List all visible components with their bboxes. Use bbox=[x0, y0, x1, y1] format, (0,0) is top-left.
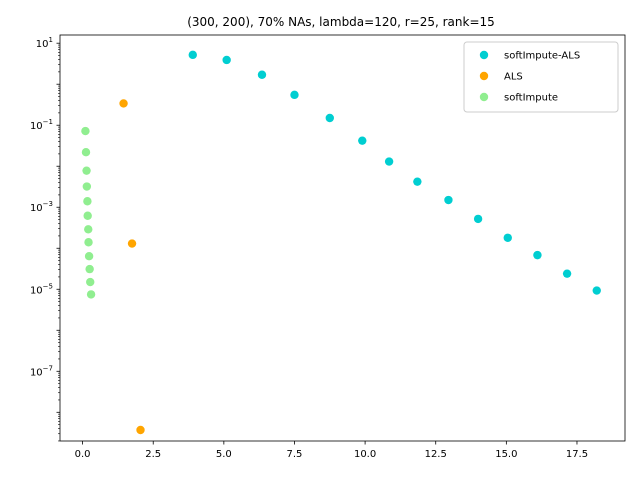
x-tick-label: 15.0 bbox=[495, 449, 517, 460]
data-point bbox=[82, 166, 91, 175]
series-softimpute bbox=[81, 126, 96, 299]
y-axis: 101 10−1 10−3 10−5 10−7 bbox=[30, 36, 60, 442]
series-als bbox=[119, 99, 145, 435]
y-tick-label: 10−3 bbox=[30, 200, 53, 214]
data-point bbox=[81, 147, 91, 157]
data-point bbox=[222, 55, 231, 65]
data-point bbox=[119, 99, 128, 108]
data-point bbox=[84, 238, 93, 247]
data-point bbox=[533, 250, 542, 260]
legend-label: softImpute bbox=[504, 93, 558, 104]
data-point bbox=[81, 126, 90, 136]
data-point bbox=[84, 252, 94, 261]
data-point bbox=[188, 50, 197, 60]
x-tick-label: 7.5 bbox=[287, 449, 303, 460]
data-point bbox=[85, 264, 94, 274]
data-point bbox=[444, 195, 453, 205]
x-tick-label: 17.5 bbox=[566, 449, 588, 460]
y-tick-label: 10−7 bbox=[30, 364, 53, 378]
x-tick-label: 5.0 bbox=[216, 449, 232, 460]
data-point bbox=[84, 225, 93, 234]
x-tick-label: 12.5 bbox=[425, 449, 447, 460]
y-tick-label: 10−1 bbox=[30, 118, 53, 132]
data-point bbox=[473, 214, 483, 224]
data-point bbox=[413, 177, 422, 186]
x-axis: 0.0 2.5 5.0 7.5 10.0 12.5 15.0 17.5 bbox=[75, 441, 588, 460]
data-point bbox=[562, 269, 572, 278]
data-point bbox=[592, 286, 601, 295]
data-point bbox=[257, 70, 267, 79]
legend-label: ALS bbox=[504, 72, 523, 83]
y-tick-label: 101 bbox=[36, 36, 53, 50]
data-point bbox=[83, 197, 92, 206]
data-point bbox=[358, 136, 367, 145]
axes-frame bbox=[59, 34, 626, 442]
data-point bbox=[325, 113, 334, 123]
series-softimpute-als bbox=[188, 50, 601, 295]
data-point bbox=[384, 157, 394, 166]
legend-marker bbox=[479, 50, 489, 60]
chart-title: (300, 200), 70% NAs, lambda=120, r=25, r… bbox=[187, 15, 495, 29]
data-point bbox=[127, 239, 137, 248]
legend-label: softImpute-ALS bbox=[504, 51, 580, 62]
data-point bbox=[86, 290, 96, 299]
data-point bbox=[83, 211, 92, 220]
data-point bbox=[136, 425, 145, 435]
legend-box bbox=[463, 41, 619, 113]
x-tick-label: 10.0 bbox=[354, 449, 376, 460]
plot-area bbox=[81, 50, 601, 435]
data-point bbox=[503, 233, 512, 242]
data-point bbox=[86, 277, 95, 287]
data-point bbox=[82, 182, 92, 191]
x-tick-label: 2.5 bbox=[145, 449, 161, 460]
x-tick-label: 0.0 bbox=[75, 449, 91, 460]
data-point bbox=[290, 90, 299, 100]
y-tick-label: 10−5 bbox=[30, 282, 53, 296]
legend-marker bbox=[479, 71, 489, 81]
legend-marker bbox=[479, 92, 489, 102]
legend: softImpute-ALS ALS softImpute bbox=[463, 41, 619, 113]
